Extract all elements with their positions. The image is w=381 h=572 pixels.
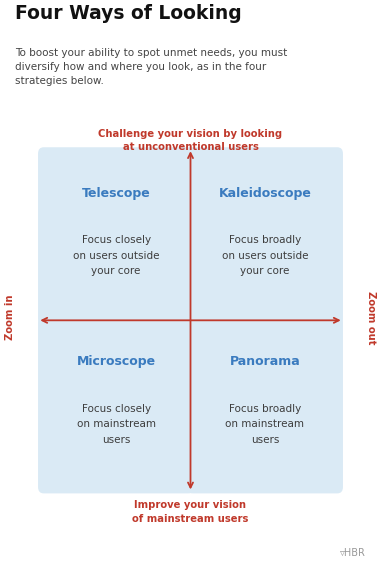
- FancyBboxPatch shape: [187, 147, 343, 324]
- Text: Panorama: Panorama: [229, 355, 300, 368]
- Text: Focus closely
on users outside
your core: Focus closely on users outside your core: [73, 235, 159, 276]
- FancyBboxPatch shape: [187, 316, 343, 494]
- Text: Telescope: Telescope: [82, 186, 150, 200]
- Text: Kaleidoscope: Kaleidoscope: [218, 186, 311, 200]
- FancyBboxPatch shape: [38, 316, 194, 494]
- Text: To boost your ability to spot unmet needs, you must
diversify how and where you : To boost your ability to spot unmet need…: [15, 48, 288, 86]
- Text: Microscope: Microscope: [77, 355, 156, 368]
- Text: Zoom in: Zoom in: [5, 295, 14, 340]
- Text: Challenge your vision by looking
at unconventional users: Challenge your vision by looking at unco…: [98, 129, 283, 152]
- Text: Focus broadly
on mainstream
users: Focus broadly on mainstream users: [225, 404, 304, 445]
- Text: Focus broadly
on users outside
your core: Focus broadly on users outside your core: [222, 235, 308, 276]
- FancyBboxPatch shape: [38, 147, 194, 324]
- Text: Focus closely
on mainstream
users: Focus closely on mainstream users: [77, 404, 156, 445]
- Text: Improve your vision
of mainstream users: Improve your vision of mainstream users: [132, 500, 249, 524]
- Text: ▿HBR: ▿HBR: [340, 548, 366, 558]
- Text: Zoom out: Zoom out: [367, 291, 376, 344]
- Text: Four Ways of Looking: Four Ways of Looking: [15, 3, 242, 23]
